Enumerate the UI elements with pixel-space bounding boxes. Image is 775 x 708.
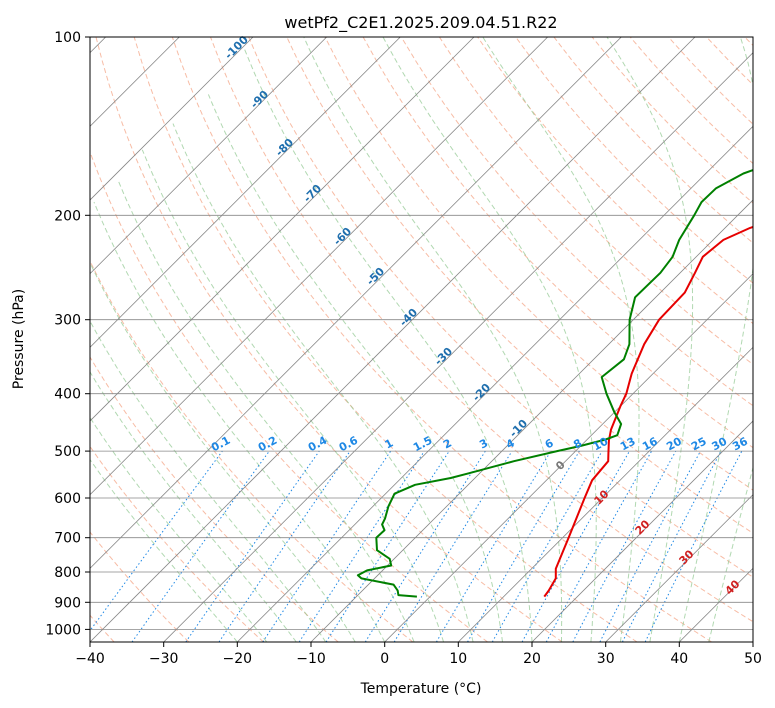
x-tick-label: −10 bbox=[296, 651, 326, 667]
x-tick-label: 0 bbox=[380, 651, 389, 667]
mixing-ratio-line bbox=[572, 450, 677, 642]
series-lines bbox=[356, 169, 753, 598]
mixing-ratio-label: 20 bbox=[664, 435, 684, 454]
x-tick-label: 20 bbox=[523, 651, 541, 667]
isotherm-line bbox=[384, 273, 753, 642]
dry-adiabat bbox=[210, 37, 753, 623]
dry-adiabat bbox=[90, 445, 264, 642]
x-axis: −40 −30 −20 −10 0 10 20 30 40 50 bbox=[75, 642, 762, 667]
isotherm-line bbox=[458, 346, 753, 642]
moist-adiabat bbox=[382, 37, 597, 642]
mixing-ratio-line bbox=[325, 450, 450, 642]
temperature-profile-line bbox=[543, 225, 753, 598]
background-lines bbox=[90, 37, 753, 642]
mixing-ratio-line bbox=[364, 450, 486, 642]
x-tick-label: 40 bbox=[670, 651, 688, 667]
isotherm-line bbox=[90, 37, 327, 275]
moist-adiabat bbox=[482, 37, 640, 642]
mixing-ratio-line bbox=[545, 450, 653, 642]
plot-frame bbox=[89, 36, 754, 643]
moist-adiabat bbox=[708, 465, 753, 642]
y-tick-label: 200 bbox=[54, 208, 81, 224]
y-axis-title: Pressure (hPa) bbox=[11, 289, 27, 389]
x-tick-label: 30 bbox=[597, 651, 615, 667]
moist-adiabat bbox=[90, 370, 297, 642]
mixing-ratio-line bbox=[393, 450, 513, 642]
y-tick-label: 400 bbox=[54, 387, 81, 403]
moist-adiabat bbox=[93, 201, 386, 642]
isotherm-line bbox=[90, 37, 254, 201]
dry-adiabat bbox=[171, 37, 712, 642]
moist-adiabat bbox=[90, 458, 238, 642]
moist-adiabat bbox=[90, 320, 327, 642]
isotherm-line bbox=[163, 52, 753, 642]
moist-adiabat bbox=[90, 261, 356, 642]
x-tick-label: −30 bbox=[149, 651, 179, 667]
dry-adiabat bbox=[90, 531, 190, 642]
isotherm-line bbox=[531, 420, 753, 642]
dry-adiabat bbox=[90, 150, 488, 642]
isotherm-line bbox=[237, 125, 753, 642]
y-axis: 100 200 300 400 500 600 700 800 900 1000 bbox=[45, 30, 90, 638]
dry-adiabat bbox=[133, 37, 638, 642]
y-tick-label: 600 bbox=[54, 491, 81, 507]
x-tick-label: 10 bbox=[449, 651, 467, 667]
moist-adiabat bbox=[678, 37, 753, 642]
x-tick-label: −20 bbox=[223, 651, 253, 667]
moist-adiabat bbox=[117, 180, 415, 642]
isotherm-line bbox=[90, 37, 548, 496]
y-tick-label: 100 bbox=[54, 30, 81, 46]
moist-adiabat bbox=[90, 416, 268, 642]
isotherm-line bbox=[90, 37, 696, 642]
mixing-ratio-label: 16 bbox=[640, 435, 660, 454]
mixing-ratio-label: 10 bbox=[591, 435, 611, 454]
mixing-ratio-label: 36 bbox=[730, 435, 750, 454]
mixing-ratio-label: 25 bbox=[689, 435, 709, 454]
plot-background bbox=[90, 37, 753, 642]
y-tick-label: 1000 bbox=[45, 622, 81, 638]
y-tick-label: 900 bbox=[54, 595, 81, 611]
isotherm-line bbox=[90, 37, 622, 569]
mixing-ratio-line bbox=[262, 450, 392, 642]
chart-title: wetPf2_C2E1.2025.209.04.51.R22 bbox=[284, 13, 557, 33]
y-tick-label: 700 bbox=[54, 531, 81, 547]
moist-adiabat bbox=[606, 37, 694, 642]
grid-lines bbox=[90, 37, 753, 642]
mixing-ratio-line bbox=[90, 450, 223, 632]
moist-adiabat bbox=[303, 37, 563, 642]
mixing-ratio-line bbox=[185, 450, 320, 642]
dry-adiabat bbox=[248, 37, 753, 578]
x-tick-label: −40 bbox=[75, 651, 105, 667]
mixing-ratio-label: 30 bbox=[710, 435, 730, 454]
mixing-ratio-label: 13 bbox=[618, 435, 638, 454]
dry-adiabat bbox=[95, 37, 563, 642]
isotherm-line bbox=[90, 37, 475, 422]
isotherm-line bbox=[605, 494, 753, 642]
dewpoint-profile-line bbox=[356, 169, 753, 598]
y-tick-label: 300 bbox=[54, 313, 81, 329]
x-tick-label: 50 bbox=[744, 651, 762, 667]
y-tick-label: 500 bbox=[54, 444, 81, 460]
dry-adiabat bbox=[515, 37, 753, 284]
mixing-ratio-line bbox=[599, 450, 701, 642]
dry-adiabat bbox=[400, 37, 753, 407]
dry-adiabat bbox=[90, 356, 339, 642]
x-axis-title: Temperature (°C) bbox=[360, 681, 482, 697]
mixing-ratio-line bbox=[218, 450, 351, 642]
dry-adiabat bbox=[324, 37, 753, 491]
y-tick-label: 800 bbox=[54, 565, 81, 581]
moist-adiabat bbox=[244, 49, 533, 642]
mixing-ratio-line bbox=[131, 450, 270, 642]
mixing-ratio-line bbox=[644, 450, 743, 642]
moist-adiabat bbox=[172, 123, 474, 642]
isotherm-line bbox=[90, 37, 401, 348]
isotherm-line bbox=[310, 199, 753, 642]
mixing-ratio-line bbox=[521, 450, 630, 642]
